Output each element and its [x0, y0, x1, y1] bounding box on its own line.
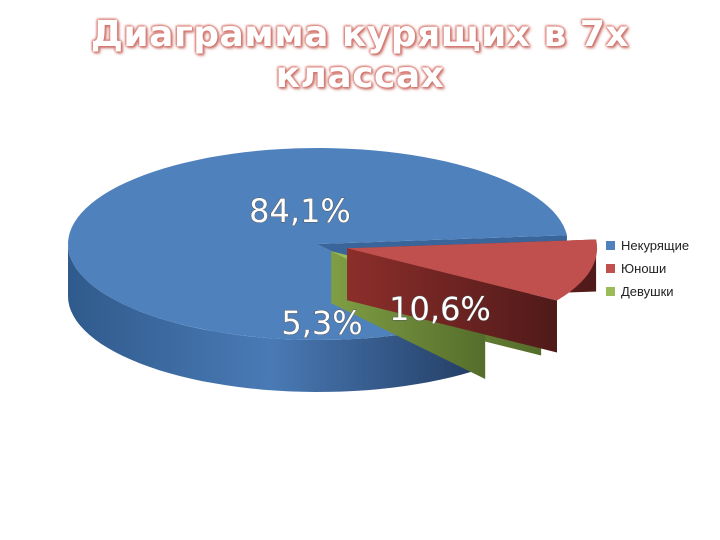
label-yunoshi: 10,6%: [389, 290, 491, 328]
legend: Некурящие Юноши Девушки: [606, 234, 689, 303]
chart-title: Диаграмма курящих в 7х классах: [90, 14, 630, 96]
legend-item: Юноши: [606, 257, 689, 280]
legend-label: Девушки: [621, 284, 674, 299]
legend-swatch: [606, 241, 615, 250]
label-devushki: 5,3%: [281, 304, 362, 342]
label-nekuryashchie: 84,1%: [249, 192, 351, 230]
slice-yunoshi: [347, 239, 598, 353]
legend-label: Некурящие: [621, 238, 690, 253]
legend-label: Юноши: [621, 261, 667, 276]
legend-item: Девушки: [606, 280, 689, 303]
legend-swatch: [606, 287, 615, 296]
legend-swatch: [606, 264, 615, 273]
legend-item: Некурящие: [606, 234, 689, 257]
